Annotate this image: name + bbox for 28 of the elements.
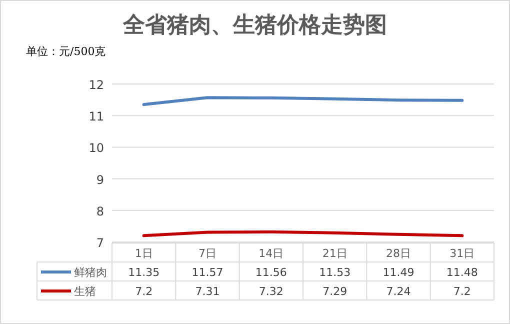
xtick: 7日 <box>198 247 216 260</box>
data-label: 11.49 <box>382 266 414 279</box>
ytick: 12 <box>88 78 104 92</box>
xtick: 28日 <box>386 247 411 260</box>
ytick: 10 <box>88 141 104 156</box>
ytick: 9 <box>96 172 104 187</box>
data-label: 7.31 <box>195 285 220 298</box>
ylabel: 单位：元/500克 <box>26 45 106 58</box>
xtick: 31日 <box>450 247 475 260</box>
title: 全省猪肉、生猪价格走势图 <box>123 12 387 38</box>
data-label: 11.57 <box>192 266 224 279</box>
legend-label: 鲜猪肉 <box>74 266 107 279</box>
xtick: 1日 <box>134 247 153 260</box>
ytick: 8 <box>96 204 104 218</box>
data-label: 11.56 <box>255 266 287 279</box>
ytick: 7 <box>96 236 104 250</box>
data-label: 7.2 <box>135 285 153 298</box>
data-label: 11.35 <box>128 266 160 279</box>
data-label: 11.53 <box>319 266 351 279</box>
xtick: 14日 <box>258 247 284 260</box>
data-label: 7.2 <box>453 285 471 298</box>
legend-label: 生猪 <box>74 285 96 298</box>
xtick: 21日 <box>322 247 348 260</box>
data-label: 7.24 <box>386 285 411 298</box>
ytick: 11 <box>88 110 104 124</box>
data-label: 7.29 <box>322 285 348 298</box>
data-label: 7.32 <box>258 285 284 298</box>
data-label: 11.48 <box>446 266 478 279</box>
